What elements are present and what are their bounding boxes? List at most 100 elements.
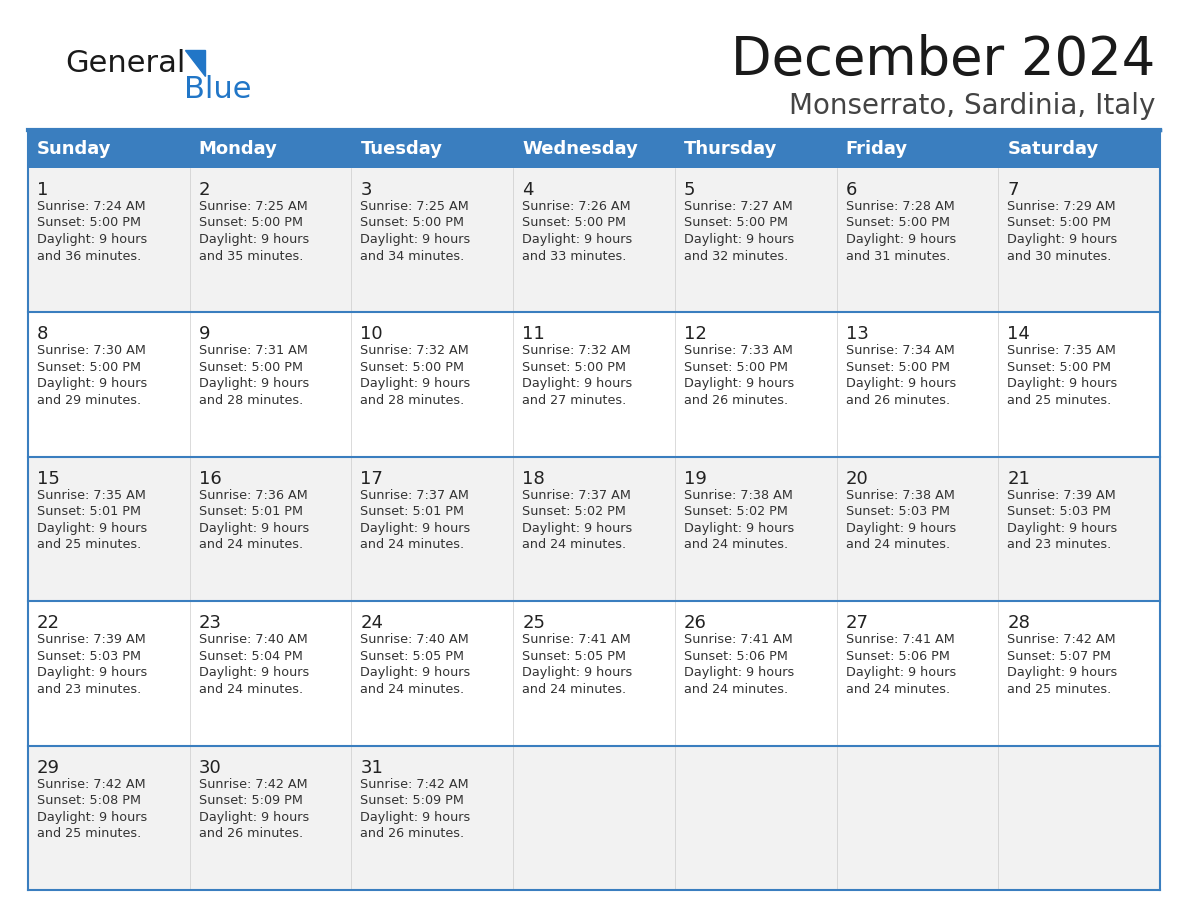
Bar xyxy=(29,312,1159,457)
Text: Sunrise: 7:34 AM: Sunrise: 7:34 AM xyxy=(846,344,954,357)
Text: Sunset: 5:00 PM: Sunset: 5:00 PM xyxy=(684,217,788,230)
Text: Daylight: 9 hours: Daylight: 9 hours xyxy=(846,666,956,679)
Bar xyxy=(29,601,1159,745)
Text: Sunrise: 7:35 AM: Sunrise: 7:35 AM xyxy=(37,488,146,502)
Text: and 31 minutes.: and 31 minutes. xyxy=(846,250,950,263)
Text: Sunset: 5:00 PM: Sunset: 5:00 PM xyxy=(360,361,465,374)
Text: 24: 24 xyxy=(360,614,384,633)
Text: Sunrise: 7:31 AM: Sunrise: 7:31 AM xyxy=(198,344,308,357)
Text: and 24 minutes.: and 24 minutes. xyxy=(523,683,626,696)
Text: 31: 31 xyxy=(360,758,384,777)
Text: 5: 5 xyxy=(684,181,695,199)
Text: and 24 minutes.: and 24 minutes. xyxy=(360,683,465,696)
Text: Daylight: 9 hours: Daylight: 9 hours xyxy=(684,521,794,535)
Text: and 30 minutes.: and 30 minutes. xyxy=(1007,250,1112,263)
Text: 18: 18 xyxy=(523,470,545,487)
Text: Daylight: 9 hours: Daylight: 9 hours xyxy=(360,521,470,535)
Text: Daylight: 9 hours: Daylight: 9 hours xyxy=(846,377,956,390)
Text: and 24 minutes.: and 24 minutes. xyxy=(846,538,949,552)
Text: Daylight: 9 hours: Daylight: 9 hours xyxy=(1007,666,1118,679)
Text: Sunset: 5:00 PM: Sunset: 5:00 PM xyxy=(846,361,949,374)
Text: Daylight: 9 hours: Daylight: 9 hours xyxy=(37,666,147,679)
Text: Sunset: 5:04 PM: Sunset: 5:04 PM xyxy=(198,650,303,663)
Text: Sunrise: 7:39 AM: Sunrise: 7:39 AM xyxy=(37,633,146,646)
Text: Daylight: 9 hours: Daylight: 9 hours xyxy=(523,666,632,679)
Text: Sunrise: 7:41 AM: Sunrise: 7:41 AM xyxy=(684,633,792,646)
Text: and 27 minutes.: and 27 minutes. xyxy=(523,394,626,407)
Text: and 34 minutes.: and 34 minutes. xyxy=(360,250,465,263)
Text: and 24 minutes.: and 24 minutes. xyxy=(846,683,949,696)
Text: Sunrise: 7:42 AM: Sunrise: 7:42 AM xyxy=(360,778,469,790)
Text: and 24 minutes.: and 24 minutes. xyxy=(523,538,626,552)
Text: and 29 minutes.: and 29 minutes. xyxy=(37,394,141,407)
Text: Sunrise: 7:32 AM: Sunrise: 7:32 AM xyxy=(523,344,631,357)
Text: Monday: Monday xyxy=(198,140,278,158)
Text: Sunrise: 7:38 AM: Sunrise: 7:38 AM xyxy=(684,488,792,502)
Text: 28: 28 xyxy=(1007,614,1030,633)
Text: 10: 10 xyxy=(360,325,383,343)
Text: Sunrise: 7:27 AM: Sunrise: 7:27 AM xyxy=(684,200,792,213)
Text: Sunset: 5:00 PM: Sunset: 5:00 PM xyxy=(37,217,141,230)
Text: Daylight: 9 hours: Daylight: 9 hours xyxy=(360,666,470,679)
Text: Daylight: 9 hours: Daylight: 9 hours xyxy=(684,666,794,679)
Text: Sunset: 5:00 PM: Sunset: 5:00 PM xyxy=(198,217,303,230)
Text: Sunset: 5:06 PM: Sunset: 5:06 PM xyxy=(684,650,788,663)
Text: and 28 minutes.: and 28 minutes. xyxy=(198,394,303,407)
Text: 11: 11 xyxy=(523,325,545,343)
Text: Daylight: 9 hours: Daylight: 9 hours xyxy=(198,811,309,823)
Text: Sunrise: 7:37 AM: Sunrise: 7:37 AM xyxy=(523,488,631,502)
Text: Sunset: 5:06 PM: Sunset: 5:06 PM xyxy=(846,650,949,663)
Text: and 25 minutes.: and 25 minutes. xyxy=(1007,394,1112,407)
Text: 26: 26 xyxy=(684,614,707,633)
Text: Sunset: 5:03 PM: Sunset: 5:03 PM xyxy=(37,650,141,663)
Text: Sunrise: 7:36 AM: Sunrise: 7:36 AM xyxy=(198,488,308,502)
Text: 4: 4 xyxy=(523,181,533,199)
Text: Sunset: 5:02 PM: Sunset: 5:02 PM xyxy=(684,505,788,519)
Text: 20: 20 xyxy=(846,470,868,487)
Text: Blue: Blue xyxy=(184,74,252,104)
Text: Friday: Friday xyxy=(846,140,908,158)
Text: Sunset: 5:00 PM: Sunset: 5:00 PM xyxy=(198,361,303,374)
Text: Daylight: 9 hours: Daylight: 9 hours xyxy=(846,521,956,535)
Text: 3: 3 xyxy=(360,181,372,199)
Text: and 23 minutes.: and 23 minutes. xyxy=(1007,538,1112,552)
Text: Sunrise: 7:39 AM: Sunrise: 7:39 AM xyxy=(1007,488,1116,502)
Text: Sunset: 5:00 PM: Sunset: 5:00 PM xyxy=(523,217,626,230)
Text: General: General xyxy=(65,49,185,77)
Text: and 26 minutes.: and 26 minutes. xyxy=(684,394,788,407)
Text: 1: 1 xyxy=(37,181,49,199)
Text: and 26 minutes.: and 26 minutes. xyxy=(198,827,303,840)
Text: and 36 minutes.: and 36 minutes. xyxy=(37,250,141,263)
Text: Daylight: 9 hours: Daylight: 9 hours xyxy=(37,521,147,535)
Text: 22: 22 xyxy=(37,614,61,633)
Text: Daylight: 9 hours: Daylight: 9 hours xyxy=(684,377,794,390)
Text: Sunset: 5:02 PM: Sunset: 5:02 PM xyxy=(523,505,626,519)
Text: Sunrise: 7:32 AM: Sunrise: 7:32 AM xyxy=(360,344,469,357)
Text: Sunset: 5:00 PM: Sunset: 5:00 PM xyxy=(846,217,949,230)
Text: 30: 30 xyxy=(198,758,221,777)
Text: 7: 7 xyxy=(1007,181,1019,199)
Polygon shape xyxy=(185,50,206,76)
Text: Sunset: 5:03 PM: Sunset: 5:03 PM xyxy=(846,505,949,519)
Text: Sunset: 5:03 PM: Sunset: 5:03 PM xyxy=(1007,505,1111,519)
Text: Sunrise: 7:40 AM: Sunrise: 7:40 AM xyxy=(360,633,469,646)
Text: Sunset: 5:00 PM: Sunset: 5:00 PM xyxy=(1007,217,1111,230)
Text: Daylight: 9 hours: Daylight: 9 hours xyxy=(523,233,632,246)
Text: and 25 minutes.: and 25 minutes. xyxy=(1007,683,1112,696)
Text: Daylight: 9 hours: Daylight: 9 hours xyxy=(198,666,309,679)
Text: Sunrise: 7:33 AM: Sunrise: 7:33 AM xyxy=(684,344,792,357)
Text: Sunset: 5:09 PM: Sunset: 5:09 PM xyxy=(360,794,465,807)
Text: Sunset: 5:08 PM: Sunset: 5:08 PM xyxy=(37,794,141,807)
Text: Sunrise: 7:35 AM: Sunrise: 7:35 AM xyxy=(1007,344,1117,357)
Text: Daylight: 9 hours: Daylight: 9 hours xyxy=(1007,521,1118,535)
Text: Daylight: 9 hours: Daylight: 9 hours xyxy=(684,233,794,246)
Text: 13: 13 xyxy=(846,325,868,343)
Text: Daylight: 9 hours: Daylight: 9 hours xyxy=(37,233,147,246)
Text: 23: 23 xyxy=(198,614,222,633)
Text: Wednesday: Wednesday xyxy=(523,140,638,158)
Text: and 24 minutes.: and 24 minutes. xyxy=(198,683,303,696)
Text: Sunset: 5:00 PM: Sunset: 5:00 PM xyxy=(360,217,465,230)
Text: Sunset: 5:01 PM: Sunset: 5:01 PM xyxy=(360,505,465,519)
Text: and 33 minutes.: and 33 minutes. xyxy=(523,250,626,263)
Text: Daylight: 9 hours: Daylight: 9 hours xyxy=(1007,233,1118,246)
